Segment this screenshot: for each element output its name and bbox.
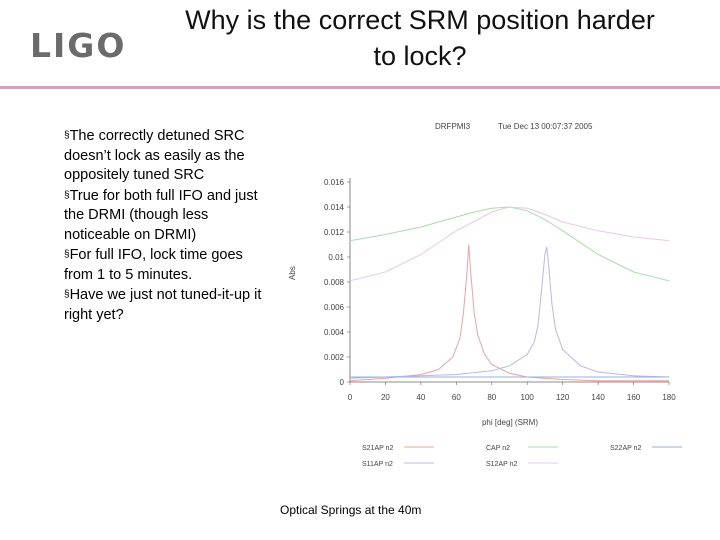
- x-tick-label: 20: [381, 393, 390, 402]
- y-tick-label: 0.006: [324, 303, 345, 312]
- bullet-item: True for both full IFO and just the DRMI…: [64, 186, 274, 246]
- legend-label: S12AP n2: [486, 461, 518, 468]
- series-line: [349, 246, 670, 379]
- x-tick-label: 60: [452, 393, 461, 402]
- bullet-list: The correctly detuned SRC doesn’t lock a…: [64, 126, 274, 325]
- y-tick-label: 0.016: [324, 178, 345, 187]
- y-tick-label: 0.004: [324, 328, 345, 337]
- x-tick-label: 120: [556, 393, 570, 402]
- y-tick-label: 0.002: [324, 353, 345, 362]
- x-tick-label: 160: [627, 393, 641, 402]
- slide-footer: Optical Springs at the 40m: [280, 503, 422, 517]
- x-tick-label: 180: [662, 393, 676, 402]
- x-tick-label: 40: [416, 393, 425, 402]
- ligo-logo: LIGO: [30, 26, 127, 65]
- series-line: [349, 206, 670, 282]
- chart-header-right: Tue Dec 13 00:07:37 2005: [498, 122, 593, 131]
- x-tick-label: 100: [521, 393, 535, 402]
- y-tick-label: 0: [340, 378, 345, 387]
- y-tick-label: 0.008: [324, 278, 345, 287]
- y-axis-label: Abs: [288, 266, 297, 280]
- series-line: [349, 244, 669, 382]
- legend-label: S22AP n2: [610, 445, 642, 452]
- slide-title: Why is the correct SRM position harder t…: [120, 2, 720, 74]
- legend-label: S21AP n2: [362, 445, 394, 452]
- y-tick-label: 0.014: [324, 203, 345, 212]
- x-tick-label: 0: [348, 393, 353, 402]
- chart-header-left: DRFPMI3: [435, 122, 471, 131]
- bullet-item: For full IFO, lock time goes from 1 to 5…: [64, 245, 274, 285]
- bullet-item: Have we just not tuned-it-up it right ye…: [64, 285, 274, 325]
- response-chart: DRFPMI3 Tue Dec 13 00:07:37 2005 Abs phi…: [288, 122, 682, 468]
- y-tick-label: 0.01: [328, 253, 344, 262]
- title-line-2: to lock?: [373, 41, 467, 71]
- legend-label: CAP n2: [486, 445, 510, 452]
- x-tick-label: 80: [487, 393, 496, 402]
- bullet-item: The correctly detuned SRC doesn’t lock a…: [64, 126, 274, 186]
- legend-label: S11AP n2: [362, 461, 393, 468]
- series-line: [349, 206, 670, 282]
- title-divider: [0, 86, 720, 89]
- x-tick-label: 140: [591, 393, 605, 402]
- title-line-1: Why is the correct SRM position harder: [185, 5, 655, 35]
- x-axis-label: phi [deg] (SRM): [482, 418, 538, 427]
- y-tick-label: 0.012: [324, 228, 345, 237]
